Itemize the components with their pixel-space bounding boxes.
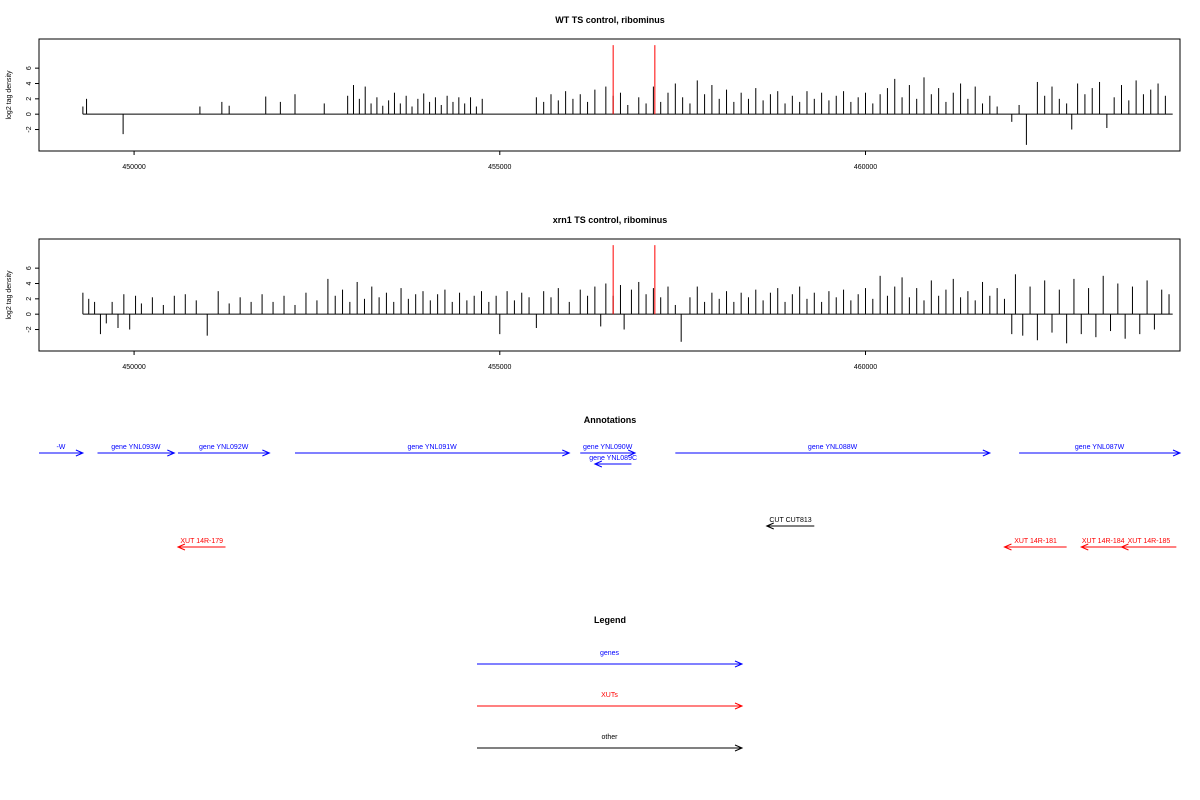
y-axis: -2 0 2 4 6: [26, 266, 40, 333]
feature-label: gene YNL088W: [808, 444, 858, 451]
y-axis-label: log2 tag density: [6, 270, 13, 320]
feature-label: gene YNL090W: [583, 444, 633, 451]
arrow-head-icon: [1120, 543, 1129, 551]
arrow-head-icon: [262, 449, 271, 457]
arrow-head-icon: [734, 660, 744, 668]
x-tick-label: 455000: [488, 364, 511, 371]
feature-label: -W: [56, 444, 65, 451]
y-tick-label: -2: [26, 326, 33, 332]
feature-gene: gene YNL087W: [1019, 444, 1182, 457]
y-tick-label: 2: [26, 97, 33, 101]
feature-gene: gene YNL089C: [589, 455, 637, 468]
feature-other: CUT CUT813: [765, 517, 815, 530]
feature-gene: gene YNL088W: [675, 444, 992, 457]
feature-arrows: -W gene YNL093W gene YNL092W gene YNL091W ge…: [39, 444, 1182, 551]
feature-label: gene YNL092W: [199, 444, 249, 451]
y-tick-label: 6: [26, 66, 33, 70]
legend-item: other: [477, 734, 744, 752]
feature-label: XUT 14R-181: [1014, 538, 1057, 545]
legend-title: Legend: [594, 615, 626, 625]
y-tick-label: 4: [26, 81, 33, 85]
feature-label: gene YNL091W: [407, 444, 457, 451]
y-axis-label: log2 tag density: [6, 70, 13, 120]
arrow-head-icon: [562, 449, 571, 457]
arrow-head-icon: [982, 449, 992, 457]
y-tick-label: 0: [26, 112, 33, 116]
arrow-head-icon: [593, 460, 603, 468]
wt-coverage-panel: WT TS control, ribominus log2 tag densit…: [6, 15, 1181, 171]
coverage-bars: [82, 245, 1173, 344]
feature-xut: XUT 14R-184: [1079, 538, 1126, 551]
coverage-bars: [82, 45, 1173, 145]
feature-label: CUT CUT813: [769, 517, 811, 524]
arrow-head-icon: [734, 702, 744, 710]
x-tick-label: 450000: [122, 164, 145, 171]
feature-label: gene YNL087W: [1075, 444, 1125, 451]
plot-frame: [38, 38, 1181, 152]
annotations-track: Annotations -W gene YNL093W gene YNL092W ge…: [39, 415, 1182, 551]
feature-gene: gene YNL090W: [580, 444, 637, 457]
feature-label: XUT 14R-184: [1082, 538, 1125, 545]
feature-label: gene YNL093W: [111, 444, 161, 451]
x-axis: 450000 455000 460000: [122, 150, 877, 171]
legend-item: genes: [477, 650, 744, 668]
feature-xut: XUT 14R-179: [176, 538, 226, 551]
y-tick-label: 6: [26, 266, 33, 270]
y-axis: -2 0 2 4 6: [26, 66, 40, 133]
y-tick-label: 4: [26, 281, 33, 285]
feature-gene: gene YNL091W: [294, 444, 571, 457]
arrow-head-icon: [1172, 449, 1182, 457]
legend: Legend genes XUTs other: [477, 615, 744, 752]
arrow-head-icon: [75, 449, 85, 457]
legend-item: XUTs: [477, 692, 744, 710]
x-tick-label: 450000: [122, 364, 145, 371]
x-axis: 450000 455000 460000: [122, 350, 877, 371]
legend-label: other: [602, 734, 619, 741]
arrow-head-icon: [1079, 543, 1089, 551]
y-tick-label: 0: [26, 312, 33, 316]
y-tick-label: -2: [26, 126, 33, 132]
y-tick-label: 2: [26, 297, 33, 301]
annotations-title: Annotations: [584, 415, 637, 425]
feature-gene: gene YNL093W: [97, 444, 176, 457]
feature-gene: -W: [39, 444, 85, 457]
arrow-head-icon: [167, 449, 176, 457]
arrow-head-icon: [627, 449, 637, 457]
feature-xut: XUT 14R-181: [1003, 538, 1067, 551]
feature-label: gene YNL089C: [589, 455, 637, 462]
x-tick-label: 455000: [488, 164, 511, 171]
plot-frame: [38, 238, 1181, 352]
panel-title: WT TS control, ribominus: [555, 15, 665, 25]
feature-xut: XUT 14R-185: [1120, 538, 1177, 551]
xrn1-coverage-panel: xrn1 TS control, ribominus log2 tag dens…: [6, 215, 1181, 371]
arrow-head-icon: [734, 744, 744, 752]
x-tick-label: 460000: [854, 364, 877, 371]
arrow-head-icon: [765, 522, 774, 530]
feature-gene: gene YNL092W: [177, 444, 271, 457]
arrow-head-icon: [176, 543, 186, 551]
legend-label: genes: [600, 650, 620, 657]
arrow-head-icon: [1003, 543, 1012, 551]
panel-title: xrn1 TS control, ribominus: [553, 215, 668, 225]
feature-label: XUT 14R-179: [180, 538, 223, 545]
feature-label: XUT 14R-185: [1128, 538, 1171, 545]
x-tick-label: 460000: [854, 164, 877, 171]
legend-items: genes XUTs other: [477, 650, 744, 752]
legend-label: XUTs: [601, 692, 618, 699]
